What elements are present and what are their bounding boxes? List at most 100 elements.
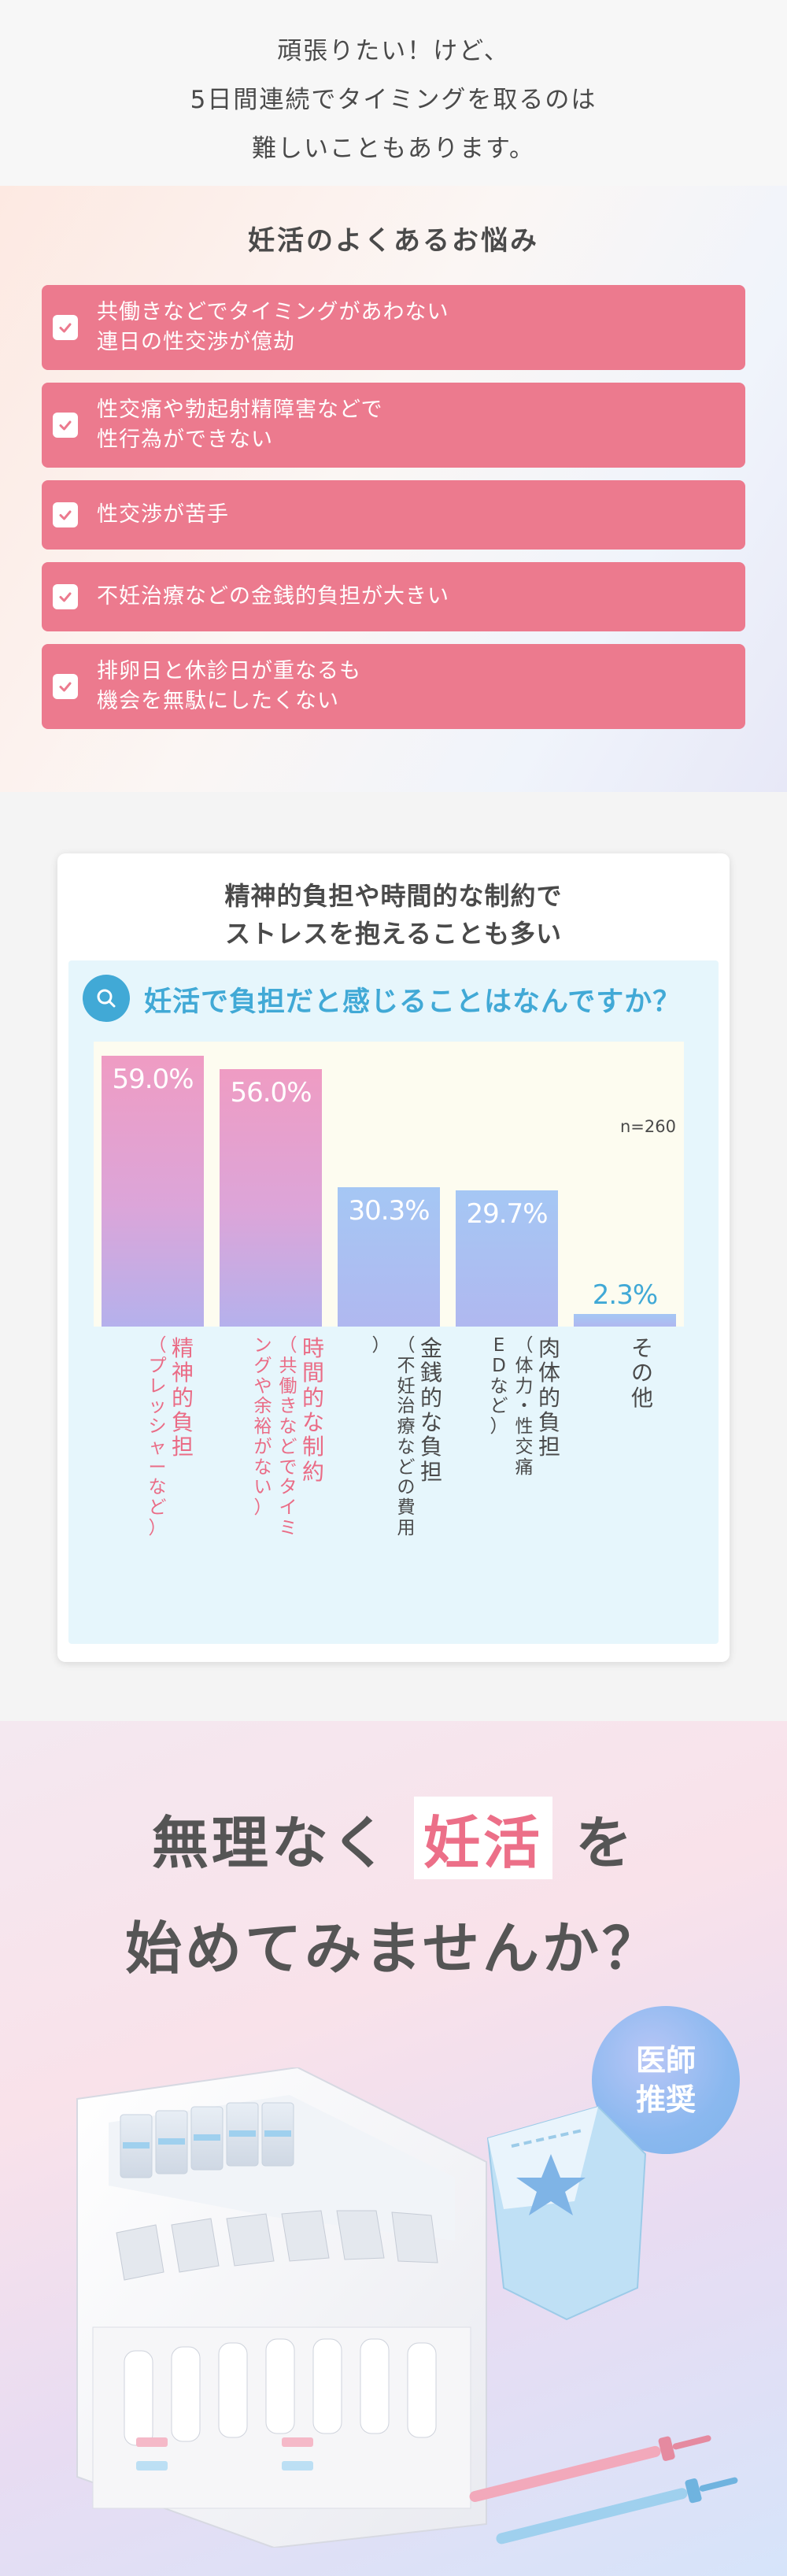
worry-item: 共働きなどでタイミングがあわない 連日の性交渉が億劫 xyxy=(42,285,745,370)
worry-line: 性交痛や勃起射精障害などで xyxy=(97,398,383,422)
label-char: 性 xyxy=(515,1416,534,1437)
category-sub-text: （プレッシャーなど） xyxy=(145,1335,170,1539)
label-char: ど xyxy=(490,1396,508,1417)
worry-line: 不妊治療などの金銭的負担が大きい xyxy=(97,584,449,609)
label-char: D xyxy=(492,1355,506,1376)
label-char: ー xyxy=(148,1456,167,1478)
label-char: ど xyxy=(397,1456,416,1478)
label-char: で xyxy=(279,1456,297,1478)
label-char: E xyxy=(493,1335,505,1356)
bar-value-label: 30.3% xyxy=(348,1195,430,1227)
label-char: ） xyxy=(253,1497,272,1518)
label-char: ど xyxy=(148,1497,167,1518)
badge-line: 医師 xyxy=(635,2043,696,2078)
label-char: な xyxy=(397,1436,416,1457)
label-char: （ xyxy=(515,1335,534,1356)
label-char: （ xyxy=(397,1335,416,1356)
label-char: な xyxy=(419,1409,442,1436)
survey-title-line: 精神的負担や時間的な制約で xyxy=(224,881,563,911)
label-char: 的 xyxy=(419,1384,442,1411)
bar-2: 56.0% xyxy=(220,1069,322,1327)
category-label: ングや余裕がない）（共働きなどでタイミ時間的な制約 xyxy=(250,1335,326,1539)
bar-value-label: 59.0% xyxy=(112,1064,194,1095)
sample-size-label: n=260 xyxy=(620,1117,676,1136)
worry-line: 共働きなどでタイミングがあわない xyxy=(97,300,449,324)
label-char: き xyxy=(279,1396,297,1417)
label-char: 負 xyxy=(419,1434,442,1460)
survey-title: 精神的負担や時間的な制約で ストレスを抱えることも多い xyxy=(57,877,730,953)
category-sub-text: ） xyxy=(368,1335,394,1539)
worry-line: 機会を無駄にしたくない xyxy=(97,689,339,713)
label-char: 的 xyxy=(171,1384,194,1411)
label-char: い xyxy=(253,1477,272,1498)
label-char: 不 xyxy=(397,1355,416,1376)
label-char: そ xyxy=(630,1335,653,1361)
label-char: タ xyxy=(279,1477,297,1498)
label-char: （ xyxy=(148,1335,167,1356)
label-char: 働 xyxy=(279,1375,297,1397)
label-char: ミ xyxy=(279,1517,297,1538)
label-char: 体 xyxy=(538,1360,560,1386)
label-char: 他 xyxy=(630,1384,653,1411)
category-main-text: 精神的負担 xyxy=(170,1336,195,1539)
label-char: の xyxy=(630,1360,653,1386)
worries-title: 妊活のよくあるお悩み xyxy=(248,225,539,257)
worry-line: 連日の性交渉が億劫 xyxy=(97,330,295,354)
label-char: ど xyxy=(279,1436,297,1457)
label-char: ・ xyxy=(515,1396,534,1417)
label-char: 約 xyxy=(301,1458,324,1485)
label-char: が xyxy=(253,1436,272,1457)
label-char: 神 xyxy=(171,1360,194,1386)
bar-value-label: 29.7% xyxy=(466,1198,548,1230)
bar-chart: n=260 59.0% 56.0% 30.3% 29.7% 2.3% xyxy=(94,1042,684,1327)
label-char: 力 xyxy=(515,1375,534,1397)
intro-line-2: 5日間連続でタイミングを取るのは xyxy=(190,86,597,114)
label-char: 共 xyxy=(279,1355,297,1376)
category-sub-text: （体力・性交痛 xyxy=(512,1335,537,1478)
question-text: 妊活で負担だと感じることはなんですか？ xyxy=(144,986,682,1018)
bar-value-label: 2.3% xyxy=(592,1279,658,1311)
bar-4: 29.7% xyxy=(456,1190,558,1327)
label-char: グ xyxy=(253,1355,272,1376)
label-char: 裕 xyxy=(253,1416,272,1437)
label-char: 間 xyxy=(301,1360,324,1386)
label-char: 担 xyxy=(419,1458,442,1485)
label-char: 妊 xyxy=(397,1375,416,1397)
worry-line: 性行為ができない xyxy=(97,427,273,452)
bar-value-label: 56.0% xyxy=(230,1077,312,1108)
label-char: （ xyxy=(279,1335,297,1356)
headline-text: を xyxy=(575,1810,636,1876)
label-char: ッ xyxy=(148,1396,167,1417)
worries-section: 妊活のよくあるお悩み 共働きなどでタイミングがあわない 連日の性交渉が億劫 性交… xyxy=(0,186,787,792)
label-char: 負 xyxy=(538,1409,560,1436)
worry-text: 性交渉が苦手 xyxy=(97,500,229,530)
label-char: 痛 xyxy=(515,1456,534,1478)
intro-line-3: 難しいこともあります。 xyxy=(252,135,535,163)
product-kit-image xyxy=(76,2067,487,2548)
label-char: 余 xyxy=(253,1396,272,1417)
promo-headline-2: 始めてみませんか？ xyxy=(125,1915,662,1982)
worry-line: 性交渉が苦手 xyxy=(97,502,229,527)
label-char: 時 xyxy=(301,1335,324,1361)
label-char: 療 xyxy=(397,1416,416,1437)
label-char: 的 xyxy=(301,1384,324,1411)
category-label: E D など）（体力・性交痛肉体的負担 xyxy=(486,1335,562,1478)
label-char: 肉 xyxy=(538,1335,560,1361)
label-char: な xyxy=(490,1375,508,1397)
intro-section: 頑張りたい！けど、 5日間連続でタイミングを取るのは 難しいこともあります。 xyxy=(0,0,787,186)
badge-line: 推奨 xyxy=(635,2082,696,2117)
label-char: な xyxy=(279,1416,297,1437)
label-char: 制 xyxy=(301,1434,324,1460)
label-char: 担 xyxy=(538,1434,560,1460)
label-char: や xyxy=(253,1375,272,1397)
bar-5: 2.3% xyxy=(574,1279,676,1327)
survey-card: 精神的負担や時間的な制約で ストレスを抱えることも多い 妊活で負担だと感じること… xyxy=(57,853,730,1662)
product-cup-image xyxy=(486,2105,647,2321)
label-char: 用 xyxy=(397,1517,416,1538)
worry-text: 不妊治療などの金銭的負担が大きい xyxy=(97,582,449,612)
worry-text: 性交痛や勃起射精障害などで 性行為ができない xyxy=(97,395,382,455)
worry-item: 不妊治療などの金銭的負担が大きい xyxy=(42,562,745,631)
check-icon xyxy=(53,413,78,438)
intro-line-1: 頑張りたい！けど、 xyxy=(277,37,510,65)
label-char: 精 xyxy=(171,1335,194,1361)
